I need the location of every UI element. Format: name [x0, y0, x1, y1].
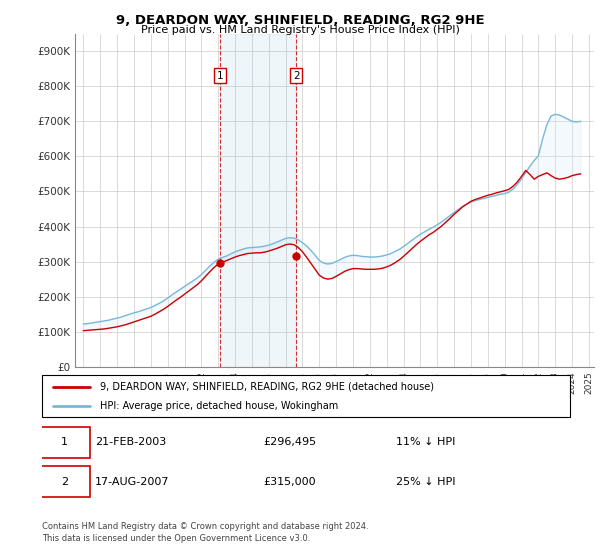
Text: 25% ↓ HPI: 25% ↓ HPI [396, 477, 455, 487]
Text: £296,495: £296,495 [264, 437, 317, 447]
Text: 9, DEARDON WAY, SHINFIELD, READING, RG2 9HE (detached house): 9, DEARDON WAY, SHINFIELD, READING, RG2 … [100, 381, 434, 391]
Text: 21-FEB-2003: 21-FEB-2003 [95, 437, 166, 447]
Text: £315,000: £315,000 [264, 477, 316, 487]
Text: 2: 2 [293, 71, 299, 81]
Text: 2: 2 [61, 477, 68, 487]
Text: Price paid vs. HM Land Registry's House Price Index (HPI): Price paid vs. HM Land Registry's House … [140, 25, 460, 35]
FancyBboxPatch shape [40, 427, 89, 458]
Text: 9, DEARDON WAY, SHINFIELD, READING, RG2 9HE: 9, DEARDON WAY, SHINFIELD, READING, RG2 … [116, 14, 484, 27]
Text: Contains HM Land Registry data © Crown copyright and database right 2024.
This d: Contains HM Land Registry data © Crown c… [42, 522, 368, 543]
FancyBboxPatch shape [40, 466, 89, 497]
Text: HPI: Average price, detached house, Wokingham: HPI: Average price, detached house, Woki… [100, 401, 338, 411]
Bar [220, 34, 296, 367]
Text: 1: 1 [217, 71, 224, 81]
Text: 1: 1 [61, 437, 68, 447]
Text: 11% ↓ HPI: 11% ↓ HPI [396, 437, 455, 447]
Text: 17-AUG-2007: 17-AUG-2007 [95, 477, 169, 487]
